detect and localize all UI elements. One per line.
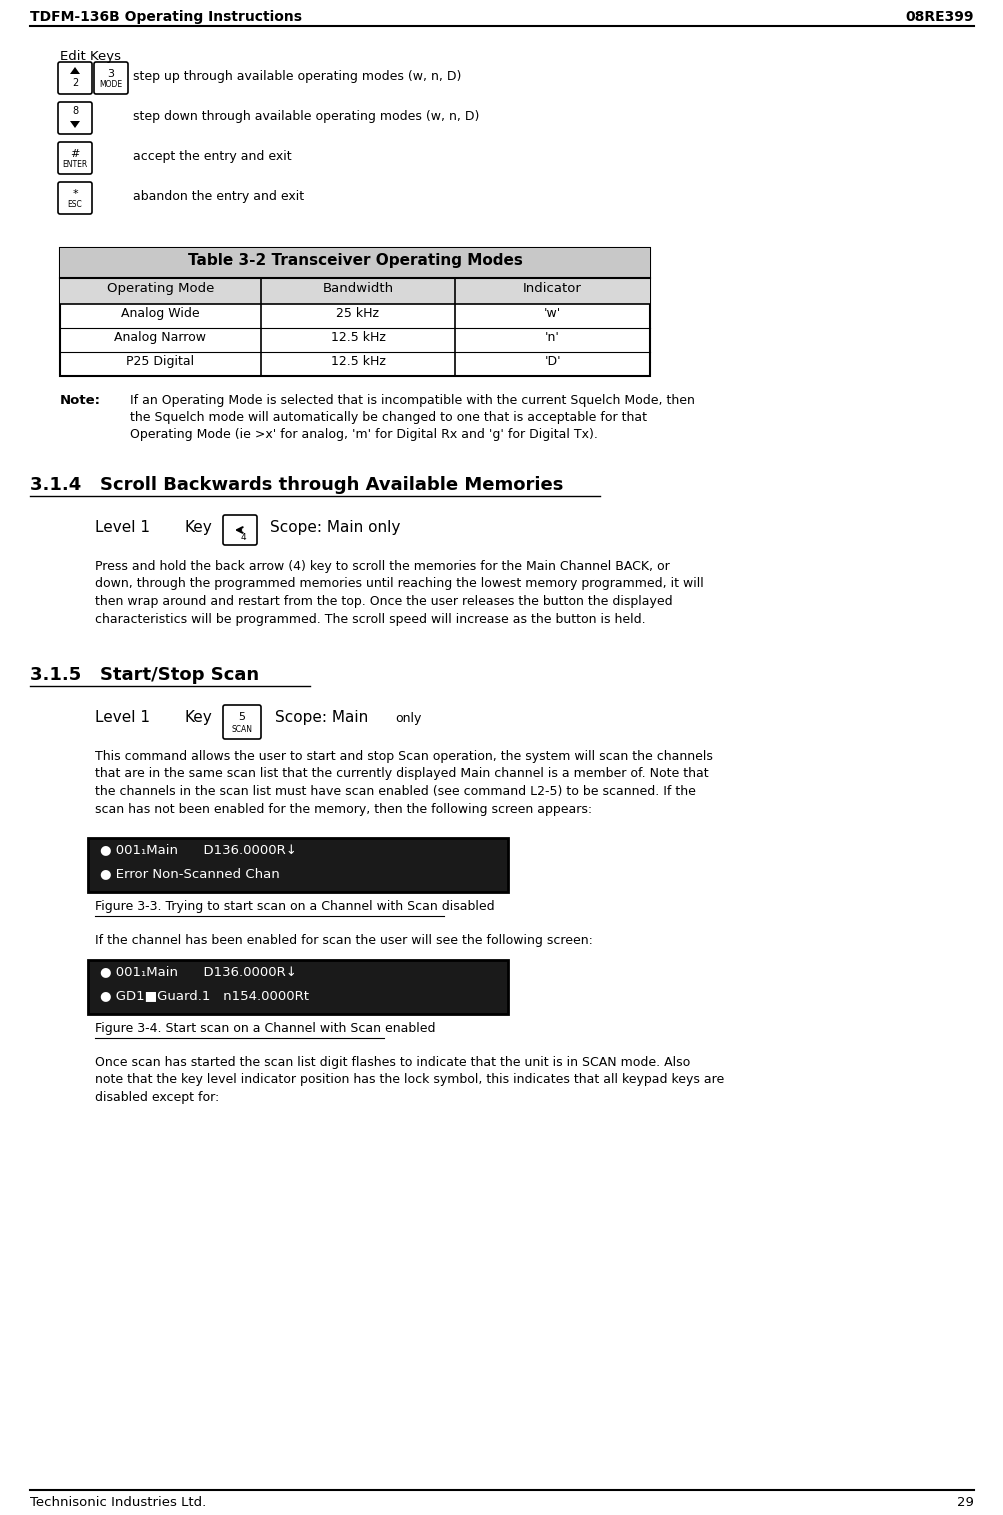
Text: 3.1.5   Start/Stop Scan: 3.1.5 Start/Stop Scan [30, 667, 259, 683]
Bar [60, 277, 649, 305]
Text: 3.1.4   Scroll Backwards through Available Memories: 3.1.4 Scroll Backwards through Available… [30, 476, 563, 494]
Polygon shape [70, 67, 80, 74]
Bar [88, 838, 508, 892]
Text: SCAN: SCAN [232, 724, 252, 733]
Text: Figure 3-4. Start scan on a Channel with Scan enabled: Figure 3-4. Start scan on a Channel with… [95, 1023, 435, 1035]
FancyBboxPatch shape [94, 62, 127, 94]
Bar [88, 961, 508, 1014]
Text: ● Error Non-Scanned Chan: ● Error Non-Scanned Chan [100, 867, 280, 880]
Text: 25 kHz: 25 kHz [336, 308, 379, 320]
FancyBboxPatch shape [58, 62, 92, 94]
Text: Figure 3-3. Trying to start scan on a Channel with Scan disabled: Figure 3-3. Trying to start scan on a Ch… [95, 900, 494, 914]
Text: Once scan has started the scan list digit flashes to indicate that the unit is i: Once scan has started the scan list digi… [95, 1056, 723, 1104]
Text: 4: 4 [240, 532, 246, 541]
Text: step up through available operating modes (w, n, D): step up through available operating mode… [132, 70, 461, 83]
Text: Level 1: Level 1 [95, 520, 149, 535]
Text: #: # [70, 150, 79, 159]
Text: This command allows the user to start and stop Scan operation, the system will s: This command allows the user to start an… [95, 750, 712, 815]
FancyBboxPatch shape [223, 515, 257, 545]
Polygon shape [70, 121, 80, 127]
Text: Table 3-2 Transceiver Operating Modes: Table 3-2 Transceiver Operating Modes [188, 253, 522, 268]
Text: 'n': 'n' [545, 330, 560, 344]
Text: accept the entry and exit: accept the entry and exit [132, 150, 291, 164]
Text: TDFM-136B Operating Instructions: TDFM-136B Operating Instructions [30, 11, 302, 24]
Text: Bandwidth: Bandwidth [322, 282, 393, 295]
Text: Analog Narrow: Analog Narrow [114, 330, 206, 344]
Text: ENTER: ENTER [62, 161, 87, 170]
Text: 12.5 kHz: 12.5 kHz [330, 330, 385, 344]
FancyBboxPatch shape [58, 142, 92, 174]
Text: 3: 3 [107, 70, 114, 79]
Text: MODE: MODE [99, 80, 122, 89]
FancyBboxPatch shape [58, 182, 92, 214]
Text: 8: 8 [72, 106, 78, 117]
Text: Level 1: Level 1 [95, 711, 149, 726]
Text: Operating Mode: Operating Mode [106, 282, 214, 295]
Text: 12.5 kHz: 12.5 kHz [330, 355, 385, 368]
Text: Key: Key [185, 711, 213, 726]
Text: Note:: Note: [60, 394, 101, 408]
Text: only: only [394, 712, 421, 726]
Text: 08RE399: 08RE399 [905, 11, 973, 24]
Text: Analog Wide: Analog Wide [121, 308, 200, 320]
Text: ● GD1■Guard.1   n154.0000Rt: ● GD1■Guard.1 n154.0000Rt [100, 989, 309, 1001]
Text: P25 Digital: P25 Digital [126, 355, 195, 368]
Bar [60, 248, 649, 376]
Text: 'D': 'D' [544, 355, 561, 368]
Text: ● 001₁Main      D136.0000R↓: ● 001₁Main D136.0000R↓ [100, 965, 297, 979]
Text: Press and hold the back arrow (4) key to scroll the memories for the Main Channe: Press and hold the back arrow (4) key to… [95, 561, 703, 626]
Text: ● 001₁Main      D136.0000R↓: ● 001₁Main D136.0000R↓ [100, 842, 297, 856]
Text: abandon the entry and exit: abandon the entry and exit [132, 189, 304, 203]
Text: 29: 29 [956, 1495, 973, 1509]
Text: If an Operating Mode is selected that is incompatible with the current Squelch M: If an Operating Mode is selected that is… [129, 394, 694, 441]
Text: ESC: ESC [67, 200, 82, 209]
Text: Edit Keys: Edit Keys [60, 50, 121, 64]
Bar [60, 248, 649, 277]
Text: Technisonic Industries Ltd.: Technisonic Industries Ltd. [30, 1495, 206, 1509]
Text: Indicator: Indicator [523, 282, 582, 295]
Text: *: * [72, 189, 78, 200]
Text: 5: 5 [239, 712, 246, 723]
Text: 'w': 'w' [544, 308, 561, 320]
Text: 2: 2 [72, 77, 78, 88]
Text: If the channel has been enabled for scan the user will see the following screen:: If the channel has been enabled for scan… [95, 935, 593, 947]
Text: Scope: Main only: Scope: Main only [270, 520, 400, 535]
Text: Scope: Main: Scope: Main [275, 711, 368, 726]
FancyBboxPatch shape [223, 704, 261, 739]
Text: Key: Key [185, 520, 213, 535]
Text: step down through available operating modes (w, n, D): step down through available operating mo… [132, 111, 478, 123]
FancyBboxPatch shape [58, 102, 92, 133]
